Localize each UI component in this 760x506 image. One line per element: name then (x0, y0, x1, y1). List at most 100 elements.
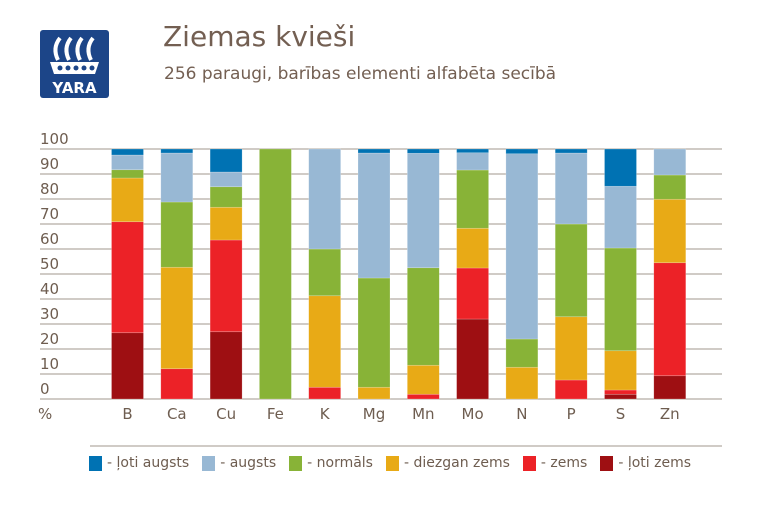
legend-label: - normāls (307, 455, 373, 471)
bar-segment-Mo-2 (456, 227, 489, 269)
bar-segment-S-2 (604, 350, 637, 391)
bar-segment-Cu-5 (209, 148, 243, 173)
y-tick-label: 50 (40, 255, 59, 273)
y-tick-label: 100 (40, 130, 69, 148)
legend-swatch (202, 455, 216, 471)
legend-label: - ļoti augsts (107, 455, 190, 471)
bar-segment-Zn-1 (653, 262, 687, 377)
bar-segment-N-2 (505, 366, 539, 400)
legend-label: - diezgan zems (403, 455, 510, 471)
bar-segment-Ca-2 (160, 266, 194, 370)
bar-segment-Mg-5 (357, 148, 391, 154)
legend-item: - ļoti zems (600, 455, 691, 471)
bar-segment-S-5 (604, 148, 637, 187)
bar-segment-N-5 (505, 148, 539, 155)
legend-item: - augsts (202, 455, 276, 471)
y-tick-label: 90 (40, 155, 59, 173)
page-title: Ziemas kvieši (163, 20, 356, 53)
y-tick-label: 20 (40, 330, 59, 348)
y-tick-label: 10 (40, 355, 59, 373)
yara-logo: YARA (40, 30, 109, 98)
bar-segment-Ca-1 (160, 368, 194, 400)
bar-segment-P-2 (554, 316, 588, 381)
x-tick-label: N (516, 405, 527, 423)
bar-segment-Zn-3 (653, 174, 687, 200)
bar-segment-K-1 (308, 386, 342, 400)
bar-segment-B-4 (111, 154, 144, 171)
bar-segment-P-3 (554, 223, 588, 318)
bar-segment-Mn-3 (406, 267, 440, 366)
bar-segment-B-2 (111, 177, 144, 223)
bar-segment-Zn-0 (653, 375, 687, 400)
y-tick-label: 40 (40, 280, 59, 298)
legend-swatch (522, 455, 536, 471)
legend-item: - ļoti augsts (89, 455, 189, 471)
bar-segment-Cu-2 (209, 206, 243, 241)
y-axis-label: % (38, 405, 52, 423)
x-tick-label: S (616, 405, 626, 423)
bar-segment-Zn-2 (653, 198, 687, 264)
x-tick-label: Zn (660, 405, 680, 423)
x-tick-label: B (122, 405, 132, 423)
bar-segment-K-3 (308, 248, 342, 297)
y-tick-label: 70 (40, 205, 59, 223)
x-tick-label: Mg (363, 405, 385, 423)
bar-segment-S-0 (604, 393, 637, 400)
bar-segment-B-1 (111, 221, 144, 334)
bar-segment-Mo-4 (456, 152, 489, 171)
bar-segment-N-4 (505, 153, 539, 340)
y-tick-label: 0 (40, 380, 50, 398)
x-tick-label: K (320, 405, 331, 423)
legend-item: - zems (522, 455, 588, 471)
x-tick-label: Cu (216, 405, 236, 423)
legend-swatch (289, 455, 303, 471)
y-tick-label: 60 (40, 230, 59, 248)
bar-segment-S-4 (604, 185, 637, 249)
bar-segment-Mn-2 (406, 364, 440, 395)
bar-segment-B-3 (111, 169, 144, 179)
y-tick-label: 80 (40, 180, 59, 198)
bar-segment-Mo-0 (456, 318, 489, 400)
legend-swatch (89, 455, 102, 471)
logo-text: YARA (51, 79, 97, 97)
bar-segment-Zn-4 (653, 148, 687, 176)
bar-segment-Mo-5 (456, 148, 489, 154)
bar-segment-S-1 (604, 389, 637, 395)
bar-segment-P-5 (554, 148, 588, 154)
bar-segment-Mg-4 (357, 152, 391, 279)
legend-label: - zems (540, 455, 588, 471)
bar-segment-Ca-4 (160, 152, 194, 203)
bar-segment-Cu-4 (209, 171, 243, 188)
bar-segment-Mo-3 (456, 169, 489, 229)
bar-segment-B-0 (111, 332, 144, 400)
bar-segment-Mg-3 (357, 277, 391, 388)
viking-ship-icon: YARA (50, 36, 99, 97)
bar-segment-Mn-5 (406, 148, 440, 154)
legend-label: - ļoti zems (618, 455, 692, 471)
bar-segment-P-1 (554, 379, 588, 400)
bar-segment-B-5 (111, 148, 144, 156)
bar-segment-Mg-2 (357, 386, 391, 400)
x-tick-label: Mn (412, 405, 434, 423)
x-tick-label: Fe (267, 405, 284, 423)
x-tick-label: Ca (167, 405, 187, 423)
bar-segment-Ca-3 (160, 201, 194, 268)
x-tick-label: P (567, 405, 576, 423)
legend-swatch (600, 455, 614, 471)
y-tick-label: 30 (40, 305, 59, 323)
bar-segment-K-2 (308, 295, 342, 388)
bar-segment-Fe-3 (259, 148, 292, 400)
bar-segment-S-3 (604, 247, 637, 352)
page-subtitle: 256 paraugi, barības elementi alfabēta s… (164, 64, 557, 84)
bar-segment-Mo-1 (456, 267, 489, 320)
bar-segment-Cu-3 (209, 186, 243, 208)
bar-segment-Mn-1 (406, 393, 440, 400)
x-tick-label: Mo (462, 405, 484, 423)
legend: - ļoti augsts - augsts - normāls - diezgan … (89, 455, 704, 471)
bar-segment-P-4 (554, 152, 588, 225)
bar-segment-Mn-4 (406, 152, 440, 269)
bar-segment-Cu-0 (209, 331, 243, 400)
bar-segment-N-3 (505, 338, 539, 368)
